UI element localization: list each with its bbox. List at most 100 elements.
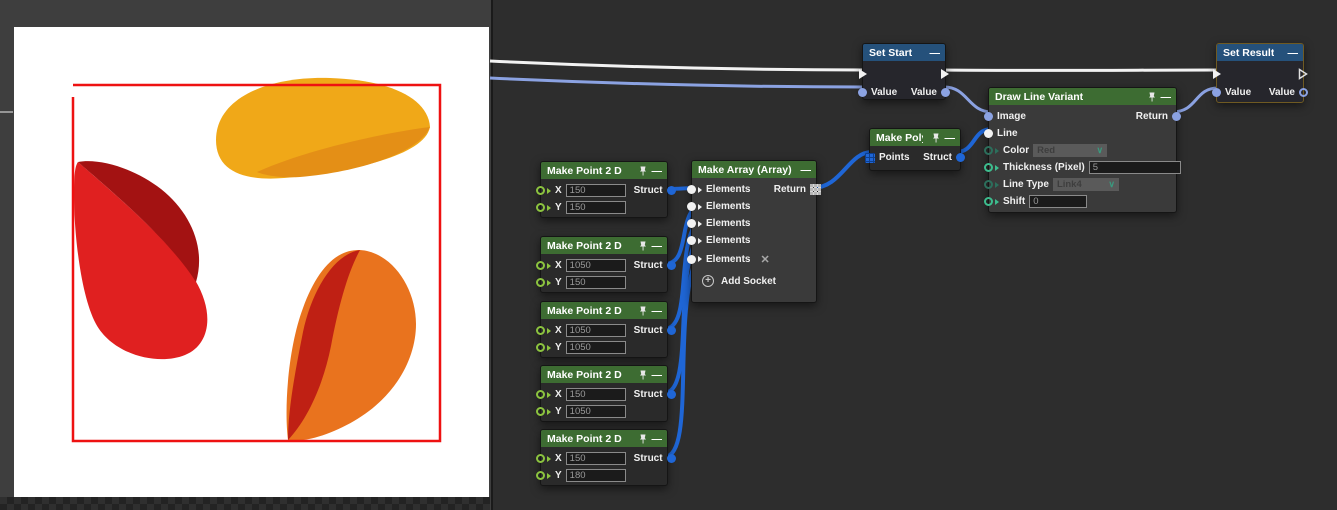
y-in-socket[interactable] [536, 343, 545, 352]
points-in-socket[interactable] [865, 152, 875, 163]
y-in-socket[interactable] [536, 203, 545, 212]
wire-array-polyline [811, 150, 873, 190]
delete-socket-icon[interactable]: ✕ [760, 253, 770, 266]
node-make-point-2[interactable]: Make Point 2 D — X Struct Y [536, 236, 676, 293]
value-out-label: Value [1268, 87, 1295, 98]
points-label: Points [879, 152, 910, 163]
pin-icon[interactable] [638, 306, 648, 316]
struct-out-socket[interactable] [956, 153, 965, 162]
elements-in-socket[interactable] [687, 185, 696, 194]
x-in-socket[interactable] [536, 186, 545, 195]
x-input[interactable] [565, 324, 626, 337]
return-label: Return [773, 184, 806, 195]
node-set-result[interactable]: Set Result — Value Value [1212, 43, 1308, 103]
node-make-polyline[interactable]: Make Polyline — Points Struct [865, 128, 965, 171]
shift-in-socket[interactable] [984, 197, 993, 206]
value-out-socket[interactable] [941, 88, 950, 97]
struct-out-socket[interactable] [666, 454, 676, 463]
node-draw-line-variant[interactable]: Draw Line Variant — Image Return Line Co… [984, 87, 1181, 213]
return-out-socket[interactable] [1172, 112, 1181, 121]
value-in-socket[interactable] [1212, 88, 1221, 97]
node-make-point-3[interactable]: Make Point 2 D — X Struct Y [536, 301, 676, 358]
x-in-socket[interactable] [536, 390, 545, 399]
struct-out-socket[interactable] [666, 326, 676, 335]
elements-in-socket[interactable] [687, 219, 696, 228]
pin-icon[interactable] [1147, 92, 1157, 102]
exec-out-pin[interactable] [940, 68, 950, 80]
line-in-socket[interactable] [984, 129, 993, 138]
y-input[interactable] [565, 405, 626, 418]
elements-in-socket[interactable] [687, 202, 696, 211]
collapse-icon[interactable]: — [651, 239, 662, 252]
y-input[interactable] [565, 469, 626, 482]
panel-edge-handle[interactable] [0, 111, 13, 113]
y-in-socket[interactable] [536, 407, 545, 416]
pin-icon[interactable] [638, 370, 648, 380]
thickness-input[interactable] [1088, 161, 1181, 174]
collapse-icon[interactable]: — [651, 304, 662, 317]
pin-icon[interactable] [638, 434, 648, 444]
socket-arrow-icon [547, 344, 551, 351]
y-input[interactable] [565, 201, 626, 214]
collapse-icon[interactable]: — [651, 432, 662, 445]
panel-divider[interactable] [491, 0, 493, 510]
color-label: Color [1003, 145, 1030, 156]
color-in-socket[interactable] [984, 146, 993, 155]
collapse-icon[interactable]: — [944, 131, 955, 144]
elements-label: Elements [706, 253, 751, 265]
add-socket-button[interactable]: + Add Socket [692, 269, 816, 293]
color-dropdown[interactable]: Red ∨ [1033, 144, 1108, 157]
shift-input[interactable] [1029, 195, 1088, 208]
y-label: Y [555, 342, 562, 353]
value-in-label: Value [1225, 87, 1252, 98]
node-make-array[interactable]: Make Array (Array) — Elements Return Ele… [687, 160, 821, 303]
y-in-socket[interactable] [536, 471, 545, 480]
elements-in-socket[interactable] [687, 254, 696, 264]
x-input[interactable] [565, 184, 626, 197]
exec-out-pin[interactable] [1298, 68, 1308, 80]
value-out-socket[interactable] [1299, 88, 1308, 97]
pin-icon[interactable] [931, 133, 941, 143]
socket-arrow-icon [547, 187, 551, 194]
node-title: Draw Line Variant [995, 90, 1084, 103]
pin-icon[interactable] [638, 166, 648, 176]
line-type-dropdown[interactable]: Link4 ∨ [1052, 178, 1119, 191]
value-in-socket[interactable] [858, 88, 867, 97]
node-make-point-4[interactable]: Make Point 2 D — X Struct Y [536, 365, 676, 422]
struct-label: Struct [633, 260, 663, 271]
struct-out-socket[interactable] [666, 390, 676, 399]
pin-icon[interactable] [638, 241, 648, 251]
struct-out-socket[interactable] [666, 186, 676, 195]
red-blob [74, 162, 208, 360]
exec-in-pin[interactable] [858, 68, 868, 80]
node-make-point-5[interactable]: Make Point 2 D — X Struct Y [536, 429, 676, 486]
collapse-icon[interactable]: — [651, 164, 662, 177]
x-in-socket[interactable] [536, 326, 545, 335]
x-in-socket[interactable] [536, 454, 545, 463]
collapse-icon[interactable]: — [1160, 90, 1171, 103]
x-input[interactable] [565, 388, 626, 401]
collapse-icon[interactable]: — [1287, 46, 1298, 59]
collapse-icon[interactable]: — [800, 163, 811, 176]
y-input[interactable] [565, 341, 626, 354]
thickness-in-socket[interactable] [984, 163, 993, 172]
y-input[interactable] [565, 276, 626, 289]
exec-in-pin[interactable] [1212, 68, 1222, 80]
elements-in-socket[interactable] [687, 236, 696, 245]
x-input[interactable] [565, 259, 626, 272]
y-in-socket[interactable] [536, 278, 545, 287]
node-set-start[interactable]: Set Start — Value Value [858, 43, 950, 100]
collapse-icon[interactable]: — [651, 368, 662, 381]
collapse-icon[interactable]: — [929, 46, 940, 59]
node-make-point-1[interactable]: Make Point 2 D — X Struct Y [536, 161, 676, 218]
image-in-socket[interactable] [984, 112, 993, 121]
node-title: Make Point 2 D [547, 304, 622, 317]
x-in-socket[interactable] [536, 261, 545, 270]
render-preview-canvas [14, 27, 489, 497]
struct-out-socket[interactable] [666, 261, 676, 270]
array-return-socket[interactable] [810, 184, 821, 195]
socket-arrow-icon [547, 455, 551, 462]
line-type-in-socket[interactable] [984, 180, 993, 189]
x-input[interactable] [565, 452, 626, 465]
